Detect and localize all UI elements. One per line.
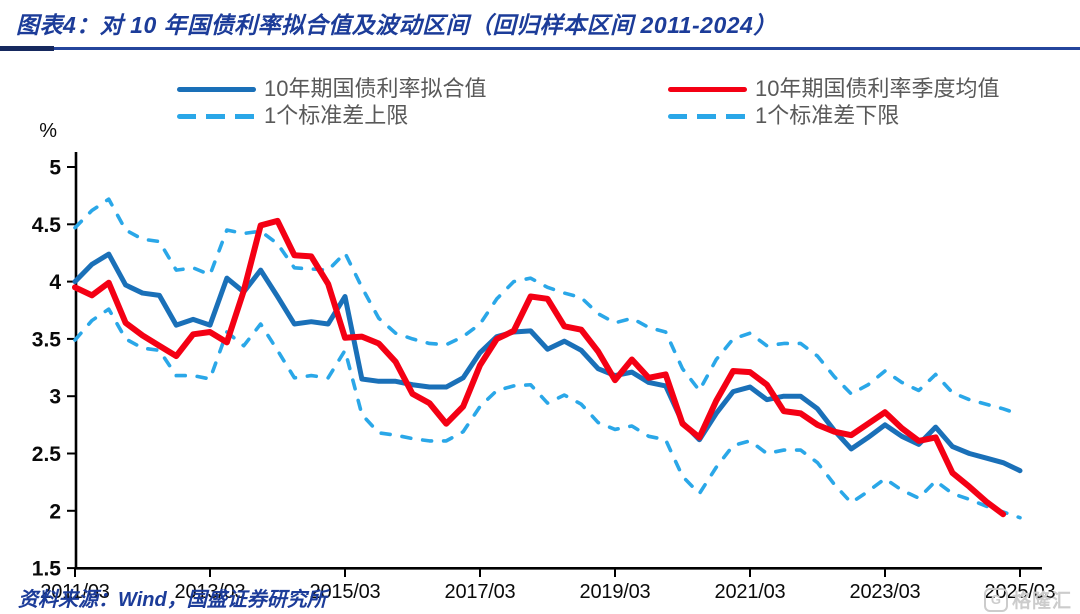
title-rule (0, 47, 1080, 50)
legend-line-solid-red-icon (668, 86, 747, 92)
legend-label: 1个标准差上限 (264, 103, 409, 128)
svg-text:5: 5 (49, 157, 61, 180)
svg-text:3: 3 (49, 386, 61, 409)
svg-text:1.5: 1.5 (32, 558, 62, 581)
legend-label: 10年期国债利率季度均值 (755, 76, 1000, 101)
legend-line-solid-blue-icon (177, 86, 256, 92)
legend-line-dashed-icon (668, 113, 747, 119)
title-rule-cap (0, 46, 54, 51)
svg-text:2011/03: 2011/03 (40, 581, 109, 603)
svg-text:2013/03: 2013/03 (175, 581, 246, 603)
legend-item-fitted: 10年期国债利率拟合值 (177, 77, 486, 101)
legend-label: 10年期国债利率拟合值 (264, 76, 487, 101)
svg-text:2021/03: 2021/03 (715, 581, 786, 603)
legend-item-quarter-mean: 10年期国债利率季度均值 (668, 77, 999, 101)
svg-text:2: 2 (49, 500, 61, 523)
svg-text:2019/03: 2019/03 (580, 581, 651, 603)
svg-text:2.5: 2.5 (32, 443, 62, 466)
gelonghui-logo-text: 格隆汇 (1011, 591, 1072, 612)
svg-text:2025/03: 2025/03 (985, 581, 1056, 603)
data-source-note: 资料来源：Wind，国盛证券研究所 (18, 589, 327, 611)
svg-text:4.5: 4.5 (32, 214, 62, 237)
svg-text:2017/03: 2017/03 (445, 581, 516, 603)
figure-title: 图表4：对 10 年国债利率拟合值及波动区间（回归样本区间 2011-2024） (16, 12, 777, 38)
legend-item-upper-band: 1个标准差上限 (177, 104, 408, 128)
legend-line-dashed-icon (177, 113, 256, 119)
svg-text:3.5: 3.5 (32, 328, 62, 351)
svg-text:%: % (39, 120, 57, 142)
gelonghui-g-icon: G (983, 587, 1008, 612)
bond-yield-chart: 5 4.5 4 3.5 3 2.5 2 1.5 2011/03 2013/03 2015/03 201… (0, 52, 1080, 604)
gelonghui-logo: G 格隆汇 (983, 586, 1072, 613)
svg-text:4: 4 (49, 271, 61, 294)
svg-text:2015/03: 2015/03 (310, 581, 381, 603)
legend-label: 1个标准差下限 (755, 103, 900, 128)
svg-text:2023/03: 2023/03 (850, 581, 921, 603)
legend-item-lower-band: 1个标准差下限 (668, 104, 899, 128)
